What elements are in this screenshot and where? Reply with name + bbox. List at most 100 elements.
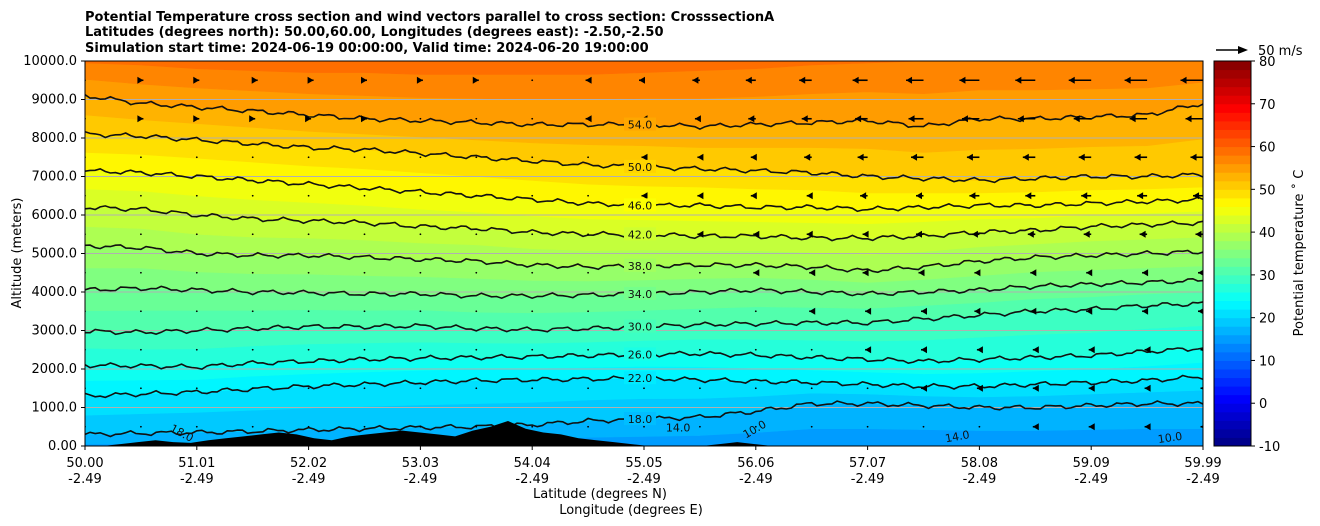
colorbar-band — [1214, 351, 1251, 361]
colorbar-band — [1214, 69, 1251, 79]
colorbar-band — [1214, 197, 1251, 207]
colorbar-band — [1214, 326, 1251, 336]
wind-vector-head — [1200, 348, 1203, 352]
wind-vector — [195, 310, 198, 313]
terrain-silhouette — [85, 421, 790, 446]
wind-vector — [531, 271, 534, 274]
x-tick-label-lon: -2.49 — [963, 472, 997, 487]
colorbar-label: Potential temperature ˚ C — [1291, 170, 1307, 337]
colorbar-tick-label: 20 — [1259, 312, 1276, 327]
y-tick-label: 10000.0 — [23, 54, 77, 69]
wind-vector-head — [137, 76, 144, 84]
x-tick-label-lon: -2.49 — [739, 472, 773, 487]
wind-vector-head — [1124, 76, 1131, 84]
y-tick-label: 6000.0 — [32, 208, 78, 223]
wind-vector-head — [1017, 115, 1024, 123]
wind-vector — [587, 194, 589, 197]
wind-vector — [475, 233, 478, 236]
colorbar-band — [1214, 163, 1251, 173]
colorbar-band — [1214, 403, 1251, 413]
contour-label-bg — [624, 117, 656, 131]
wind-vector — [475, 310, 478, 313]
wind-vector — [251, 425, 254, 428]
temperature-band — [85, 61, 1203, 75]
wind-vector — [140, 425, 142, 428]
wind-vector-head — [1198, 269, 1203, 276]
colorbar-band — [1214, 232, 1251, 242]
wind-vector-head — [966, 153, 973, 161]
colorbar-band — [1214, 437, 1251, 447]
x-tick-label-lon: -2.49 — [180, 472, 214, 487]
wind-vector-head — [1200, 425, 1203, 429]
colorbar-band — [1214, 428, 1251, 438]
wind-vector-head — [745, 76, 752, 84]
wind-vector — [140, 156, 142, 159]
colorbar-tick-label: 10 — [1259, 354, 1276, 369]
colorbar-band — [1214, 266, 1251, 276]
wind-vector-head — [753, 269, 760, 277]
colorbar-band — [1214, 386, 1251, 396]
wind-vector — [699, 271, 701, 274]
wind-vector-head — [1180, 76, 1187, 84]
wind-vector — [643, 271, 645, 274]
wind-vector-head — [862, 230, 869, 238]
wind-vector-head — [694, 115, 701, 123]
wind-vector-head — [1032, 423, 1039, 431]
wind-vector — [419, 233, 422, 236]
wind-vector — [307, 348, 310, 351]
wind-vector-head — [750, 192, 757, 200]
y-tick-label: 5000.0 — [32, 247, 78, 262]
x-tick-label-lon: -2.49 — [515, 472, 549, 487]
wind-vector — [531, 156, 534, 159]
wind-vector — [307, 271, 310, 274]
wind-vector — [419, 425, 422, 428]
wind-vector-head — [921, 384, 928, 392]
wind-vector-head — [641, 153, 648, 161]
colorbar-band — [1214, 334, 1251, 344]
wind-vector-head — [750, 153, 757, 161]
chart-title-line-3: Simulation start time: 2024-06-19 00:00:… — [85, 41, 649, 56]
x-tick-label-lon: -2.49 — [292, 472, 326, 487]
wind-vector — [754, 310, 757, 313]
x-tick-label-lat: 59.99 — [1184, 456, 1221, 471]
wind-vector — [754, 387, 757, 390]
wind-vector-head — [1142, 269, 1149, 277]
wind-vector — [251, 156, 254, 159]
contour-label-bg — [624, 159, 656, 173]
wind-vector-head — [916, 192, 923, 200]
colorbar-band — [1214, 240, 1251, 250]
wind-vector-head — [865, 346, 872, 354]
wind-vector-head — [1086, 307, 1093, 315]
wind-vector-head — [976, 384, 983, 392]
wind-vector-head — [911, 153, 918, 161]
colorbar-band — [1214, 112, 1251, 122]
grid-lines — [85, 99, 1203, 408]
colorbar-band — [1214, 146, 1251, 156]
y-tick-label: 3000.0 — [32, 324, 78, 339]
contour-label: 30.0 — [628, 321, 653, 334]
wind-vector — [922, 425, 925, 428]
contour-label: 42.0 — [628, 228, 653, 241]
wind-vector-head — [1032, 346, 1039, 354]
colorbar-band — [1214, 95, 1251, 105]
wind-vector — [475, 117, 478, 120]
colorbar-band — [1214, 420, 1251, 430]
colorbar-band — [1214, 103, 1251, 113]
wind-vector — [978, 425, 981, 428]
colorbar-band — [1214, 369, 1251, 379]
wind-vector — [419, 387, 422, 390]
colorbar-band — [1214, 138, 1251, 148]
wind-vector-head — [857, 153, 864, 161]
wind-vector — [587, 387, 589, 390]
wind-vector-head — [969, 192, 976, 200]
wind-vector — [475, 271, 478, 274]
wind-vector-head — [1068, 76, 1075, 84]
wind-vector-head — [137, 115, 144, 123]
x-tick-label-lon: -2.49 — [404, 472, 438, 487]
wind-vector-head — [1193, 192, 1200, 200]
wind-vector-head — [1088, 346, 1095, 354]
colorbar-tick-label: 70 — [1259, 98, 1276, 113]
wind-vector — [251, 233, 254, 236]
colorbar-band — [1214, 215, 1251, 225]
wind-vector — [475, 387, 478, 390]
